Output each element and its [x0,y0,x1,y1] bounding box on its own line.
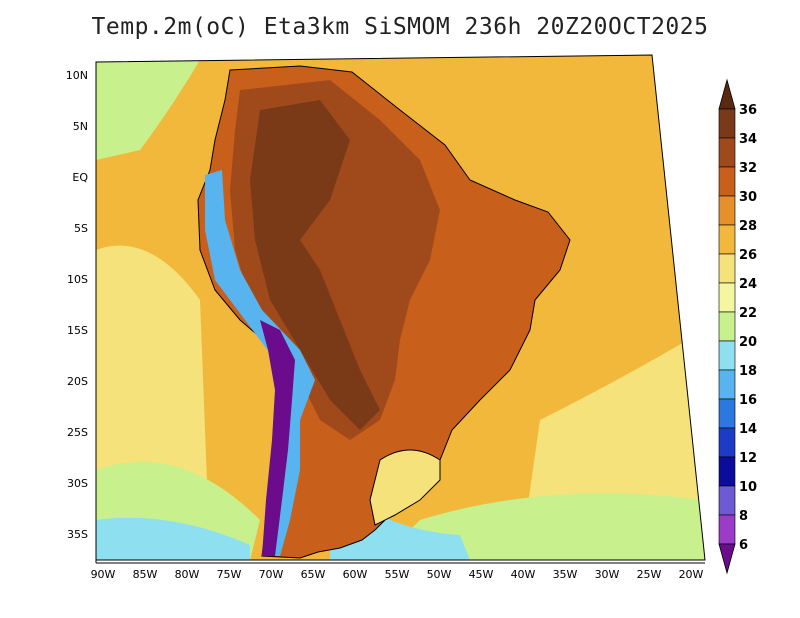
latitude-axis: 10N 5N EQ 5S 10S 15S 20S 25S 30S 35S [66,69,89,541]
lon-label: 50W [427,568,452,581]
colorbar-swatch [718,427,736,458]
colorbar-label: 34 [739,132,757,147]
lon-label: 45W [469,568,494,581]
longitude-axis: 90W 85W 80W 75W 70W 65W 60W 55W 50W 45W … [91,568,704,581]
colorbar-swatch [718,166,736,197]
colorbar-swatch [718,340,736,371]
map-title: Temp.2m(oC) Eta3km SiSMOM 236h 20Z20OCT2… [91,14,709,40]
ocean-cold-field [96,480,470,560]
lon-label: 65W [301,568,326,581]
lon-label: 60W [343,568,368,581]
map-domain [96,55,705,560]
colorbar-label: 8 [739,509,748,524]
colorbar-label: 6 [739,538,748,553]
colorbar-label: 36 [739,103,757,118]
lon-label: 90W [91,568,116,581]
colorbar-swatch [718,485,736,516]
lat-label: 5N [73,120,88,133]
lat-label: 30S [67,477,88,490]
lon-label: 75W [217,568,242,581]
colorbar-bottom-arrow [718,543,736,575]
lon-label: 80W [175,568,200,581]
colorbar-swatch [718,282,736,313]
colorbar-label: 32 [739,161,757,176]
colorbar-label: 14 [739,422,757,437]
colorbar-label: 18 [739,364,757,379]
lat-label: 10S [67,273,88,286]
colorbar-swatch [718,137,736,168]
lon-label: 25W [637,568,662,581]
colorbar-label: 26 [739,248,757,263]
colorbar-swatch [718,369,736,400]
lon-label: 30W [595,568,620,581]
very-hot-field [250,100,380,430]
colorbar-swatch [718,398,736,429]
colorbar-label: 12 [739,451,757,466]
colorbar: 36 34 32 30 28 26 24 22 20 18 16 14 12 10 8 6 [718,78,757,575]
andes-highland-field [205,170,315,556]
colorbar-swatch [718,108,736,139]
colorbar-label: 30 [739,190,757,205]
colorbar-label: 20 [739,335,757,350]
lat-label: 15S [67,324,88,337]
ocean-mild-field [96,245,705,560]
lat-label: 20S [67,375,88,388]
lon-label: 55W [385,568,410,581]
colorbar-swatch [718,253,736,284]
lon-label: 70W [259,568,284,581]
colorbar-label: 10 [739,480,757,495]
lat-label: EQ [72,171,88,184]
lat-label: 35S [67,528,88,541]
lat-label: 5S [74,222,88,235]
lon-label: 85W [133,568,158,581]
colorbar-swatch [718,224,736,255]
colorbar-label: 22 [739,306,757,321]
lat-label: 10N [66,69,88,82]
lon-label: 20W [679,568,704,581]
colorbar-label: 28 [739,219,757,234]
colorbar-swatch [718,514,736,545]
ocean-cool-field [96,60,705,560]
colorbar-swatch [718,456,736,487]
colorbar-top-arrow [718,78,736,110]
colorbar-swatch [718,195,736,226]
lon-label: 40W [511,568,536,581]
colorbar-label: 16 [739,393,757,408]
southern-cone-mild-field [369,449,441,526]
colorbar-swatch [718,311,736,342]
lat-label: 25S [67,426,88,439]
lon-label: 35W [553,568,578,581]
colorbar-label: 24 [739,277,757,292]
andes-cold-field [260,320,295,556]
